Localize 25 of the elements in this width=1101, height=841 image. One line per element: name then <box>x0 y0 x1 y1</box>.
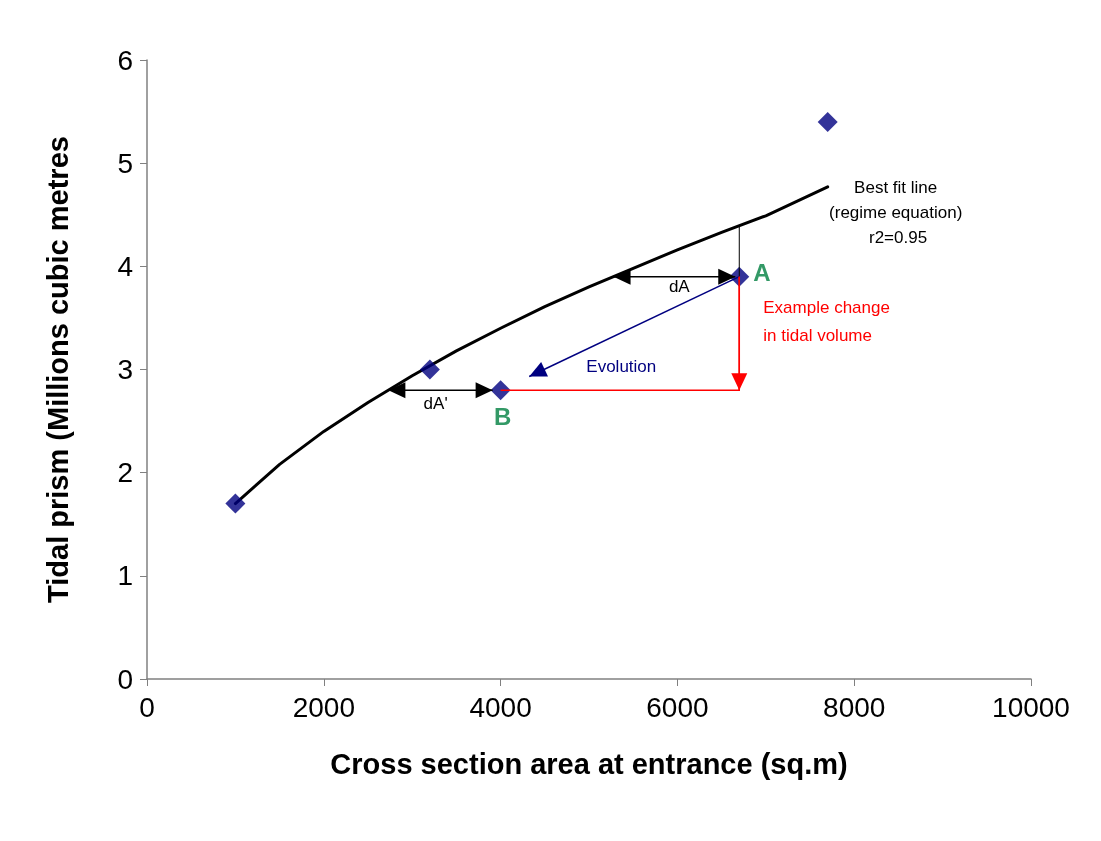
x-tick-label: 10000 <box>992 691 1070 723</box>
y-tick-label: 4 <box>117 250 133 282</box>
point <box>817 111 838 132</box>
y-tick-label: 5 <box>117 147 133 179</box>
annotation: Example change in tidal volume <box>763 298 890 346</box>
annotation: B <box>493 402 512 430</box>
y-axis-title: Tidal prism (Millions cubic metres <box>41 136 74 603</box>
point <box>419 359 440 380</box>
y-tick-label: 1 <box>117 560 133 592</box>
y-tick-label: 2 <box>117 457 133 489</box>
annotation: dA <box>668 277 691 297</box>
x-tick-label: 6000 <box>646 691 709 723</box>
x-tick-label: 8000 <box>823 691 886 723</box>
y-tick-label: 6 <box>117 44 133 76</box>
x-tick-label: 0 <box>139 691 155 723</box>
annotation: Evolution <box>586 357 657 377</box>
point <box>225 493 246 514</box>
y-tick-label: 0 <box>117 663 133 695</box>
annotation: A <box>753 259 771 287</box>
annotation: dA' <box>423 393 448 413</box>
x-tick-label: 4000 <box>469 691 532 723</box>
x-axis-title: Cross section area at entrance (sq.m) <box>330 747 848 780</box>
x-tick-label: 2000 <box>292 691 355 723</box>
annotation: Best fit line (regime equation) r2=0.95 <box>829 177 963 247</box>
y-tick-label: 3 <box>117 354 133 385</box>
